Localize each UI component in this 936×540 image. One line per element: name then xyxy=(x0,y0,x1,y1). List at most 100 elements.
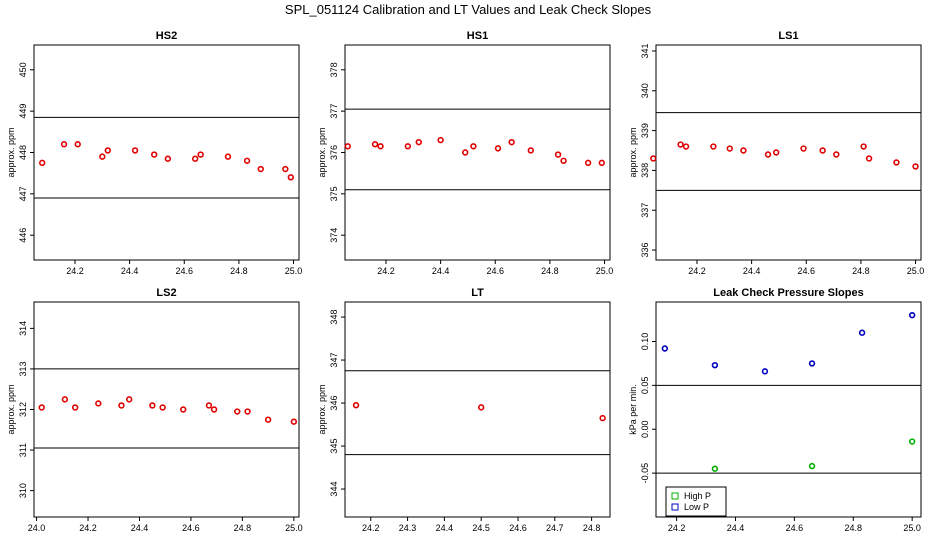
data-point xyxy=(243,157,251,164)
data-point xyxy=(527,147,534,154)
y-tick-label: 312 xyxy=(18,402,28,417)
y-tick-label: 448 xyxy=(18,145,28,160)
y-axis-label: approx. ppm xyxy=(317,127,327,177)
data-point xyxy=(234,408,241,415)
data-point xyxy=(151,151,158,158)
data-point xyxy=(371,141,379,148)
x-tick-label: 25.0 xyxy=(285,266,303,276)
x-tick-label: 24.7 xyxy=(546,523,564,533)
data-point xyxy=(584,159,592,167)
data-point xyxy=(740,147,747,154)
data-point xyxy=(893,159,900,166)
data-point xyxy=(131,147,139,154)
y-tick-label: 340 xyxy=(640,83,650,98)
x-tick-label: 24.2 xyxy=(66,266,84,276)
y-tick-label: 375 xyxy=(329,186,339,201)
data-point xyxy=(598,159,606,167)
legend-label: High P xyxy=(684,491,711,501)
data-point xyxy=(599,414,606,422)
data-point xyxy=(554,151,562,158)
x-tick-label: 24.6 xyxy=(797,266,815,276)
data-point xyxy=(650,155,657,162)
plot-frame xyxy=(33,44,300,261)
data-point xyxy=(38,404,45,411)
data-point xyxy=(377,143,384,150)
x-tick-label: 24.6 xyxy=(509,523,527,533)
data-point xyxy=(257,165,264,173)
x-tick-label: 24.6 xyxy=(486,266,504,276)
x-tick-label: 24.2 xyxy=(79,523,97,533)
x-tick-label: 24.4 xyxy=(131,523,149,533)
y-axis-label: approx. ppm xyxy=(6,127,16,177)
data-point xyxy=(404,143,412,150)
y-tick-label: 377 xyxy=(329,104,339,119)
data-point xyxy=(159,404,166,411)
data-point xyxy=(415,138,422,146)
data-point xyxy=(819,147,826,154)
data-point xyxy=(71,404,79,411)
data-point xyxy=(224,153,232,160)
data-point xyxy=(244,408,251,415)
plot-frame xyxy=(344,44,611,261)
panel-title: HS2 xyxy=(156,30,177,42)
y-tick-label: 0.10 xyxy=(640,333,650,351)
data-point xyxy=(191,155,199,162)
x-tick-label: 24.2 xyxy=(377,266,395,276)
data-point xyxy=(60,141,68,148)
y-tick-label: 314 xyxy=(18,321,28,336)
y-tick-label: 311 xyxy=(18,443,28,457)
panel-5: Leak Check Pressure Slopes 24.2 24.4 24.6 24… xyxy=(628,287,922,533)
y-tick-label: 310 xyxy=(18,483,28,498)
y-tick-label: 339 xyxy=(640,123,650,138)
y-axis-label: kPa per min. xyxy=(628,384,638,435)
y-tick-label: 449 xyxy=(18,104,28,119)
legend-marker xyxy=(671,503,679,511)
data-point xyxy=(908,438,916,445)
panel-4: LT 24.2 24.3 24.4 24.5 24.6 24.7 24.8 344 345 346 3… xyxy=(317,287,611,533)
data-point xyxy=(808,360,816,367)
data-point xyxy=(352,402,360,409)
data-point xyxy=(99,153,106,160)
x-tick-label: 24.8 xyxy=(234,523,252,533)
data-point xyxy=(494,145,502,152)
x-tick-label: 24.6 xyxy=(786,523,804,533)
data-point xyxy=(164,155,172,162)
x-tick-label: 24.6 xyxy=(175,266,193,276)
x-tick-label: 24.2 xyxy=(668,523,686,533)
y-tick-label: 346 xyxy=(329,396,339,411)
plot-frame xyxy=(344,301,611,518)
data-point xyxy=(764,151,772,158)
panel-2: LS1 24.2 24.4 24.6 24.8 25.0 336 337 338 339 340 34… xyxy=(628,30,924,276)
data-point xyxy=(711,465,719,472)
data-point xyxy=(508,138,515,146)
x-tick-label: 24.8 xyxy=(541,266,559,276)
y-tick-label: 450 xyxy=(18,62,28,77)
data-point xyxy=(800,145,807,152)
data-point xyxy=(860,143,867,150)
data-point xyxy=(210,406,218,413)
panel-title: HS1 xyxy=(467,30,488,42)
data-point xyxy=(908,311,916,319)
data-point xyxy=(865,155,873,162)
x-tick-label: 24.2 xyxy=(688,266,706,276)
y-tick-label: 337 xyxy=(640,203,650,218)
y-tick-label: 347 xyxy=(329,353,339,368)
panel-3: LS2 24.0 24.2 24.4 24.6 24.8 25.0 310 311 312 313 3… xyxy=(6,287,303,533)
data-point xyxy=(912,163,919,170)
data-point xyxy=(118,402,125,409)
data-point xyxy=(773,149,780,156)
plot-frame xyxy=(655,44,922,261)
data-point xyxy=(661,345,669,352)
data-point xyxy=(74,141,81,148)
data-point xyxy=(197,151,204,158)
data-point xyxy=(180,406,187,413)
data-point xyxy=(477,404,485,411)
panel-title: LT xyxy=(471,287,484,299)
data-point xyxy=(95,400,102,407)
panel-1: HS1 24.2 24.4 24.6 24.8 25.0 374 375 376 377 378 ap… xyxy=(317,30,613,276)
x-tick-label: 24.8 xyxy=(852,266,870,276)
data-point xyxy=(104,147,111,154)
panel-title: Leak Check Pressure Slopes xyxy=(713,287,863,299)
y-tick-label: 336 xyxy=(640,243,650,258)
data-point xyxy=(858,329,866,336)
